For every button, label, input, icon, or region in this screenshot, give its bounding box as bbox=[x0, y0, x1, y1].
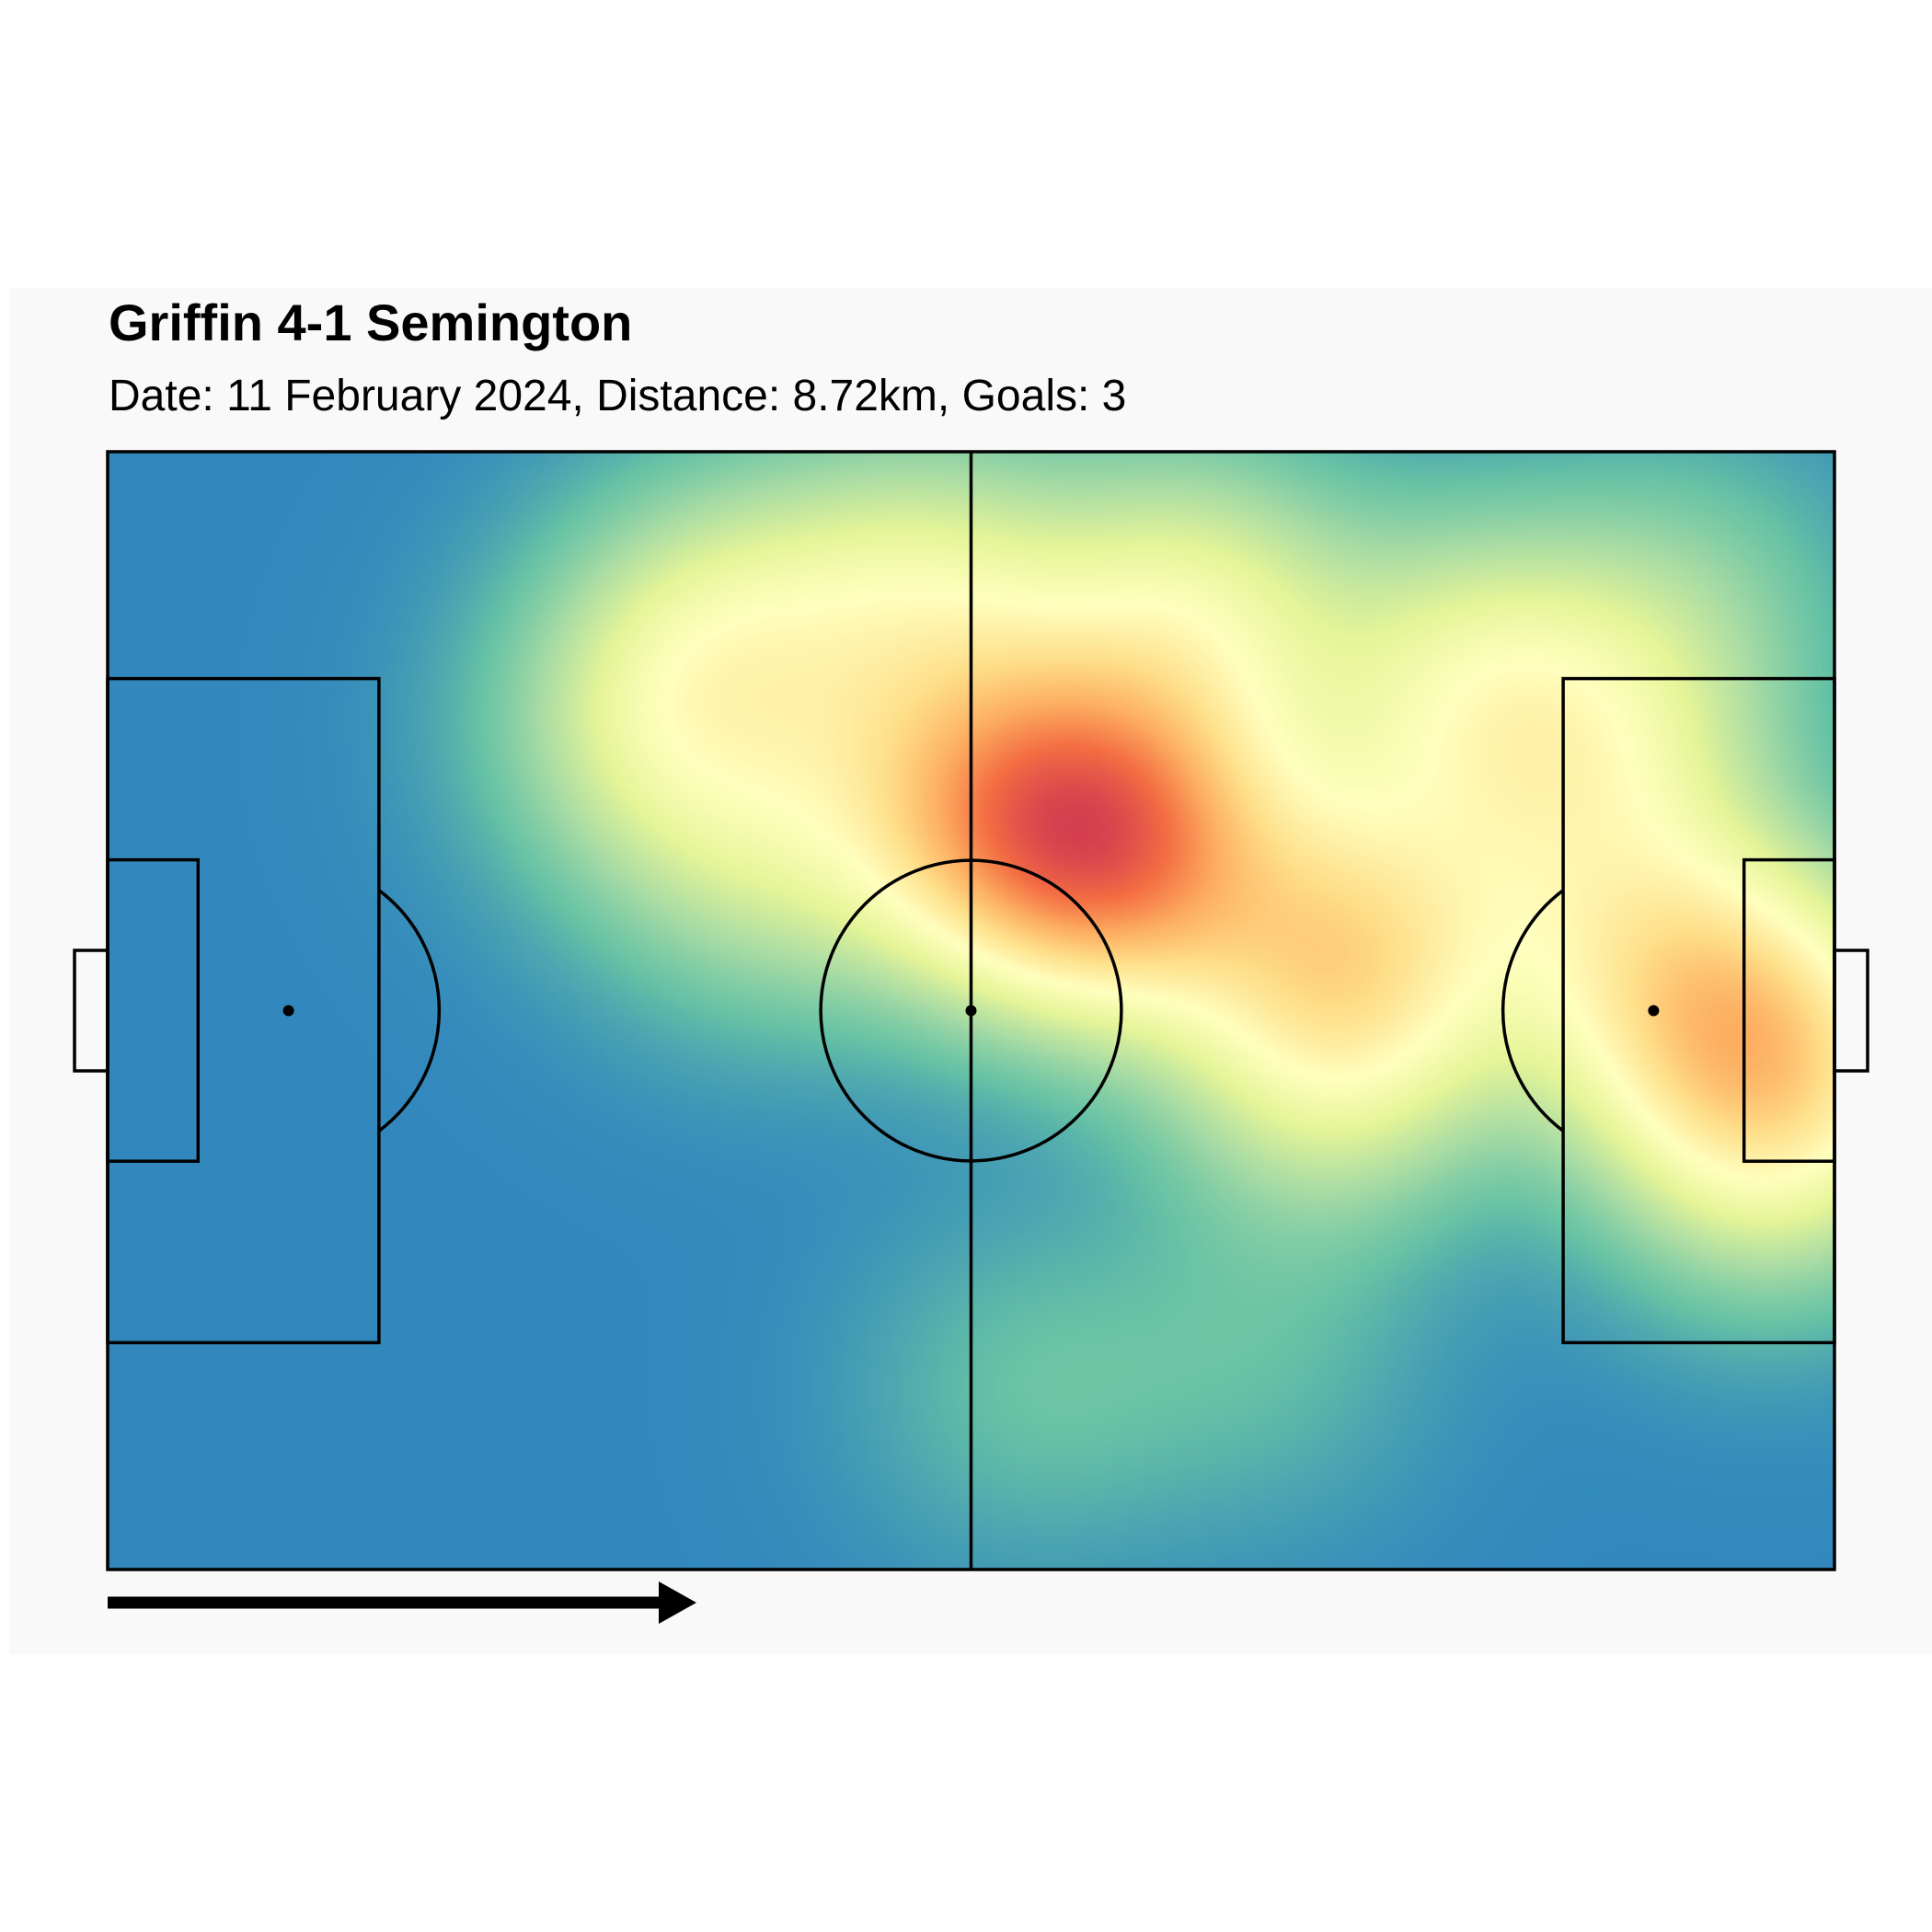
centre-circle bbox=[819, 858, 1123, 1163]
left-goal bbox=[73, 949, 109, 1073]
right-penalty-arc bbox=[1501, 889, 1565, 1133]
right-goal bbox=[1833, 949, 1869, 1073]
left-penalty-spot bbox=[282, 1005, 294, 1017]
chart-title: Griffin 4-1 Semington bbox=[109, 293, 633, 351]
chart-subtitle: Date: 11 February 2024, Distance: 8.72km… bbox=[109, 372, 1127, 420]
attack-direction-arrow bbox=[108, 1581, 696, 1624]
centre-spot bbox=[965, 1005, 977, 1017]
left-penalty-arc bbox=[377, 889, 442, 1133]
right-penalty-spot bbox=[1648, 1005, 1660, 1017]
